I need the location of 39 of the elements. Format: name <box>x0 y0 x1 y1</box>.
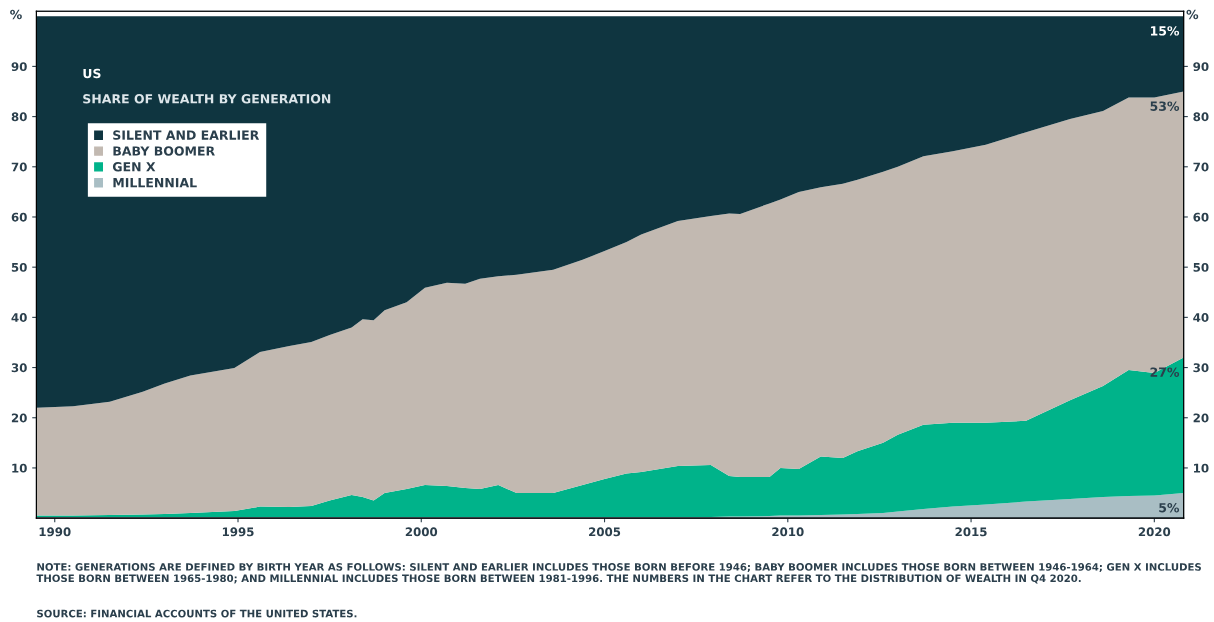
y2-tick-label: 30 <box>1193 363 1209 373</box>
source-note: SOURCE: FINANCIAL ACCOUNTS OF THE UNITED STATES. <box>37 609 357 618</box>
y-tick-label: 70 <box>11 162 27 172</box>
x-tick-label: 2000 <box>405 527 438 537</box>
text: US <box>83 68 101 79</box>
y-tick-label: 50 <box>11 262 27 272</box>
data-label: 5% <box>1159 502 1180 513</box>
y2-axis-title: % <box>1186 9 1199 20</box>
x-tick-label: 2005 <box>589 527 621 537</box>
x-tick-label: 2010 <box>772 527 804 537</box>
x-tick-label: 1995 <box>222 527 254 537</box>
y-tick-label: 20 <box>11 413 27 423</box>
x-tick-label: 2015 <box>955 527 987 537</box>
text: SHARE OF WEALTH BY GENERATION <box>83 94 331 104</box>
y-tick-label: 90 <box>11 62 27 72</box>
y2-tick-label: 10 <box>1194 463 1209 473</box>
x-tick-label: 2020 <box>1138 527 1171 537</box>
legend-label: BABY BOOMER <box>113 146 215 156</box>
data-label: 15% <box>1150 26 1180 36</box>
y2-tick-label: 40 <box>1193 313 1209 323</box>
y-tick-label: 30 <box>11 363 27 373</box>
y-tick-label: 10 <box>12 463 27 473</box>
y-tick-label: 60 <box>11 212 27 222</box>
legend-label: SILENT AND EARLIER <box>113 130 260 140</box>
data-label: 53% <box>1150 101 1180 111</box>
y-tick-label: 40 <box>11 313 27 323</box>
y-tick-label: 80 <box>11 112 27 122</box>
legend-label: MILLENNIAL <box>113 178 197 188</box>
legend-label: GEN X <box>112 162 156 172</box>
y2-tick-label: 80 <box>1193 112 1209 122</box>
data-label: 27% <box>1150 367 1180 377</box>
y2-tick-label: 90 <box>1193 62 1209 72</box>
x-tick-label: 1990 <box>39 527 71 537</box>
y2-tick-label: 50 <box>1193 262 1209 272</box>
text: NOTE: GENERATIONS ARE DEFINED BY BIRTH YEAR AS FOLLOWS: SILENT AND EARLIER INCLUDES THOSE BORN BEFORE 1946; BABY BOOMER INCLUDES THOSE BORN BETWEEN 1946-1964; GEN X INCLUDES THOSE BORN BETWEEN 1965-1980; AND MILLENNIAL INCLUDES THOSE BORN BETWEEN 1981-1996. THE NUMBERS IN THE CHART REFER TO THE DISTRIBUTION OF WEALTH IN Q4 2020. <box>36 563 1201 584</box>
y2-tick-label: 60 <box>1193 212 1209 222</box>
y2-tick-label: 70 <box>1193 162 1209 172</box>
y2-tick-label: 20 <box>1193 413 1209 423</box>
y-axis-title: % <box>10 9 22 20</box>
